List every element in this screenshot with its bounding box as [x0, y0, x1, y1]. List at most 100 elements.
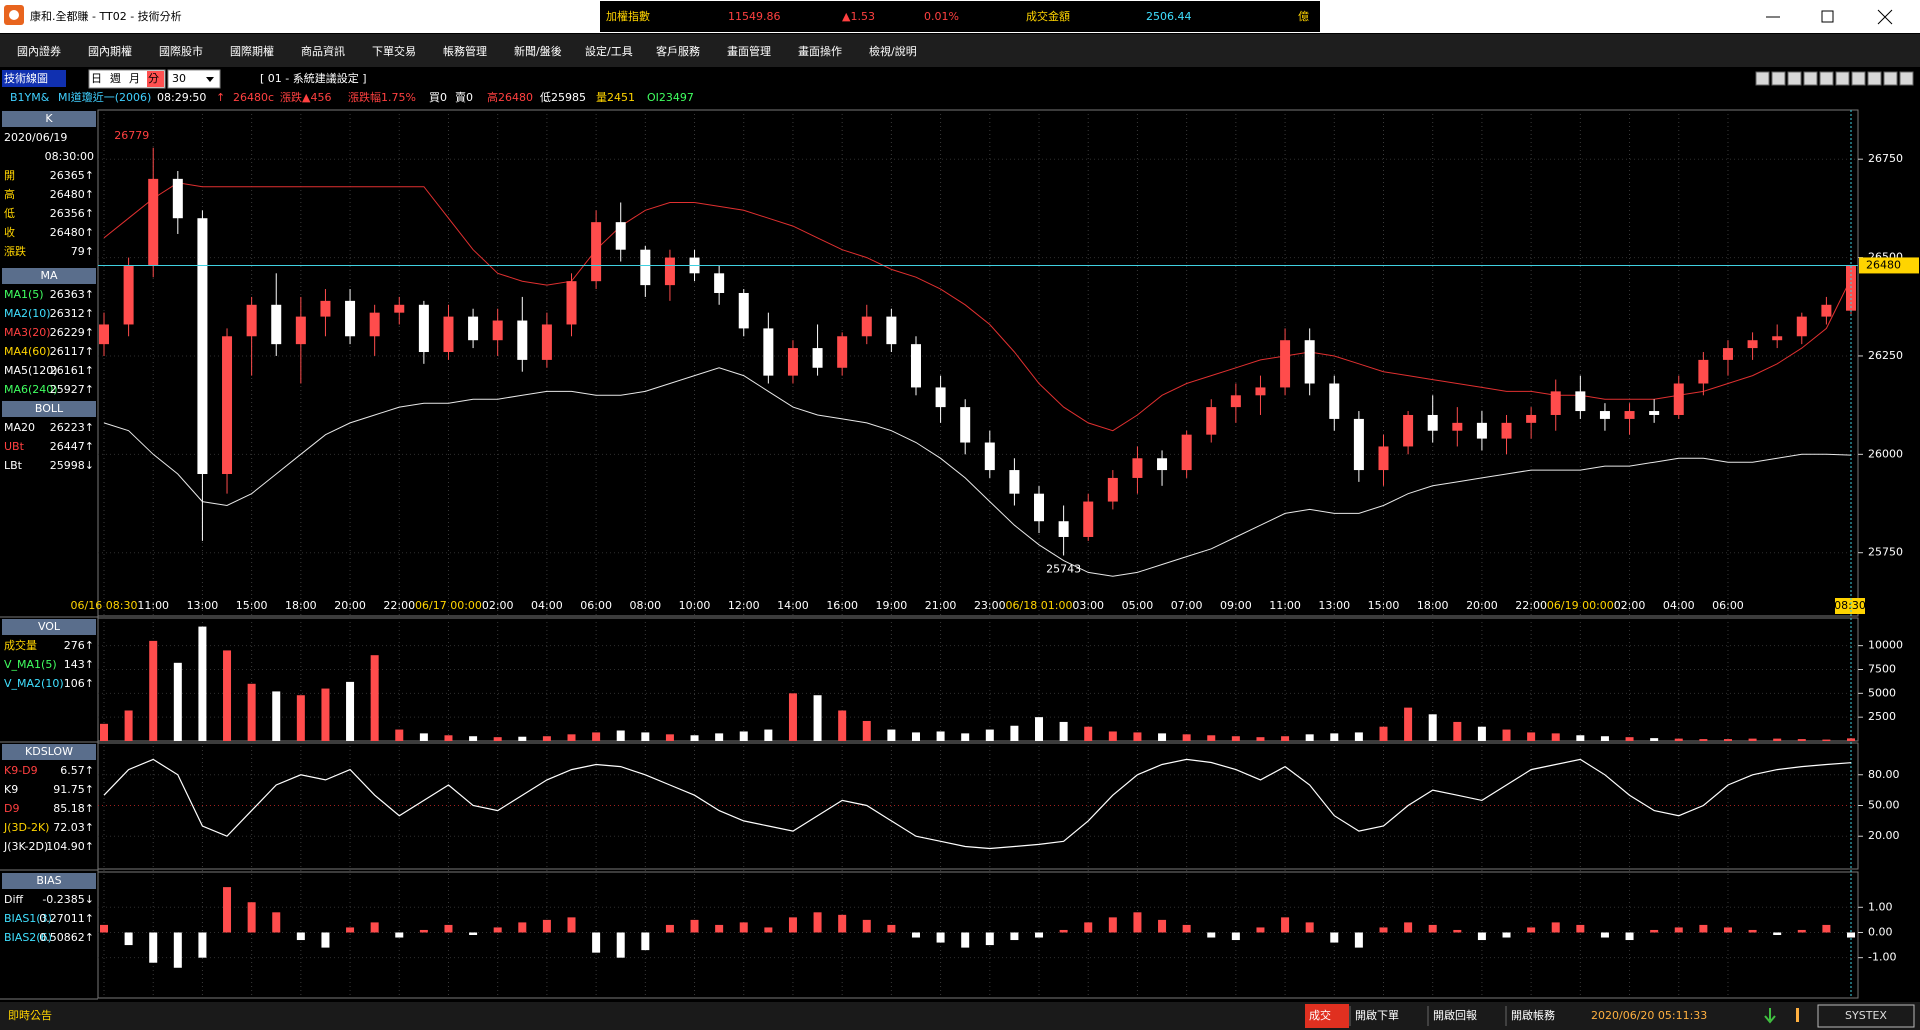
- bias-bar: [961, 932, 970, 948]
- interval-input[interactable]: [167, 69, 221, 89]
- candle-body: [271, 304, 282, 345]
- x-tick-label: 10:00: [679, 599, 711, 612]
- candle-body: [394, 304, 405, 313]
- candle-body: [492, 320, 503, 341]
- volume-bar: [1133, 732, 1142, 741]
- bias-bar: [518, 922, 527, 933]
- info-item: 賣0: [455, 90, 473, 104]
- volume-bar: [887, 729, 896, 741]
- y-tick-label: 26750: [1868, 152, 1903, 165]
- tool-icon[interactable]: [1787, 71, 1802, 86]
- ticker-box: [600, 1, 1320, 32]
- bias-bar: [1084, 922, 1093, 933]
- candle-body: [1452, 422, 1463, 431]
- side-title: KDSLOW: [25, 745, 73, 758]
- bias-bar: [1477, 932, 1486, 941]
- tool-icon[interactable]: [1755, 71, 1770, 86]
- candle-body: [1624, 411, 1635, 419]
- x-tick-label: 13:00: [187, 599, 219, 612]
- x-tick-label: 15:00: [1368, 599, 1400, 612]
- brand-label: SYSTEX: [1845, 1009, 1887, 1022]
- tool-icon[interactable]: [1803, 71, 1818, 86]
- tool-icon[interactable]: [1867, 71, 1882, 86]
- side-value: 72.03↑: [53, 821, 94, 834]
- y-tick-label: 26000: [1868, 447, 1903, 460]
- volume-bar: [788, 693, 797, 741]
- menu-item[interactable]: 國內期權: [88, 45, 132, 58]
- menu-item[interactable]: 國際股市: [159, 44, 203, 58]
- volume-bar: [1502, 729, 1511, 741]
- menu-item[interactable]: 客戶服務: [656, 44, 700, 58]
- candle-body: [1353, 418, 1364, 471]
- menu-item[interactable]: 畫面管理: [727, 44, 771, 58]
- tool-icon[interactable]: [1851, 71, 1866, 86]
- x-tick-label: 06:00: [580, 599, 612, 612]
- volume-bar: [1600, 736, 1609, 741]
- side-header: [2, 619, 96, 635]
- menu-item[interactable]: 檢視/說明: [869, 44, 917, 58]
- candle-body: [1772, 336, 1783, 341]
- volume-bar: [469, 736, 478, 741]
- volume-bar: [862, 720, 871, 741]
- restore-button[interactable]: [1821, 10, 1834, 23]
- period-tab[interactable]: 日: [91, 72, 102, 85]
- candle-body: [714, 273, 725, 293]
- side-label: J(3K-2D): [3, 840, 48, 853]
- side-label: MA2(10): [4, 307, 51, 320]
- status-button[interactable]: 開啟下單: [1355, 1009, 1399, 1022]
- period-tab[interactable]: 月: [129, 72, 140, 85]
- side-value: 26480↑: [50, 226, 94, 239]
- menu-item[interactable]: 新聞/盤後: [514, 44, 562, 58]
- bias-bar: [641, 932, 650, 951]
- y-tick-label: 80.00: [1868, 768, 1900, 781]
- candle-body: [320, 300, 331, 317]
- info-item: 低25985: [540, 90, 586, 104]
- period-tab[interactable]: 週: [110, 71, 121, 85]
- side-value: 6.57↑: [60, 764, 94, 777]
- period-tab[interactable]: 分: [148, 72, 159, 85]
- menu-item[interactable]: 國內證券: [17, 44, 61, 58]
- volume-bar: [518, 736, 527, 741]
- menu-item[interactable]: 下單交易: [372, 44, 416, 58]
- candle-body: [1132, 458, 1143, 478]
- bias-bar: [788, 917, 797, 933]
- status-button[interactable]: 成交: [1309, 1008, 1331, 1022]
- candle-body: [615, 222, 626, 250]
- menu-item[interactable]: 設定/工具: [585, 44, 633, 58]
- bias-bar: [370, 922, 379, 933]
- candle-body: [960, 407, 971, 443]
- candle-body: [517, 320, 528, 360]
- menu-item[interactable]: 國際期權: [230, 45, 274, 58]
- close-button[interactable]: [1877, 9, 1893, 25]
- info-item: 買0: [429, 91, 447, 104]
- tool-icon[interactable]: [1899, 71, 1914, 86]
- side-value: 26356↑: [50, 207, 94, 220]
- candle-body: [1575, 391, 1586, 412]
- volume-bar: [567, 734, 576, 741]
- bias-bar: [1773, 932, 1782, 935]
- menu-item[interactable]: 帳務管理: [443, 44, 487, 58]
- x-tick-label: 07:00: [1171, 599, 1203, 612]
- x-tick-label: 08:30: [1834, 599, 1866, 612]
- volume-bar: [1674, 738, 1683, 741]
- side-label: K9: [4, 783, 18, 796]
- x-tick-label: 18:00: [285, 599, 317, 612]
- tool-icon[interactable]: [1883, 71, 1898, 86]
- tool-icon[interactable]: [1835, 71, 1850, 86]
- menu-item[interactable]: 畫面操作: [798, 44, 842, 58]
- window-controls[interactable]: [1766, 9, 1893, 25]
- volume-bar: [616, 730, 625, 741]
- menu-item[interactable]: 商品資訊: [301, 44, 345, 58]
- volume-bar: [1748, 738, 1757, 741]
- bias-bar: [1748, 929, 1757, 933]
- x-tick-label: 20:00: [334, 599, 366, 612]
- side-label: MA1(5): [4, 288, 44, 301]
- tool-icon[interactable]: [1771, 71, 1786, 86]
- tool-icon[interactable]: [1819, 71, 1834, 86]
- volume-bar: [493, 737, 502, 741]
- candle-body: [1550, 391, 1561, 415]
- volume-bar: [592, 732, 601, 741]
- bias-bar: [1847, 932, 1855, 938]
- status-button[interactable]: 開啟帳務: [1511, 1008, 1555, 1022]
- status-button[interactable]: 開啟回報: [1433, 1009, 1477, 1022]
